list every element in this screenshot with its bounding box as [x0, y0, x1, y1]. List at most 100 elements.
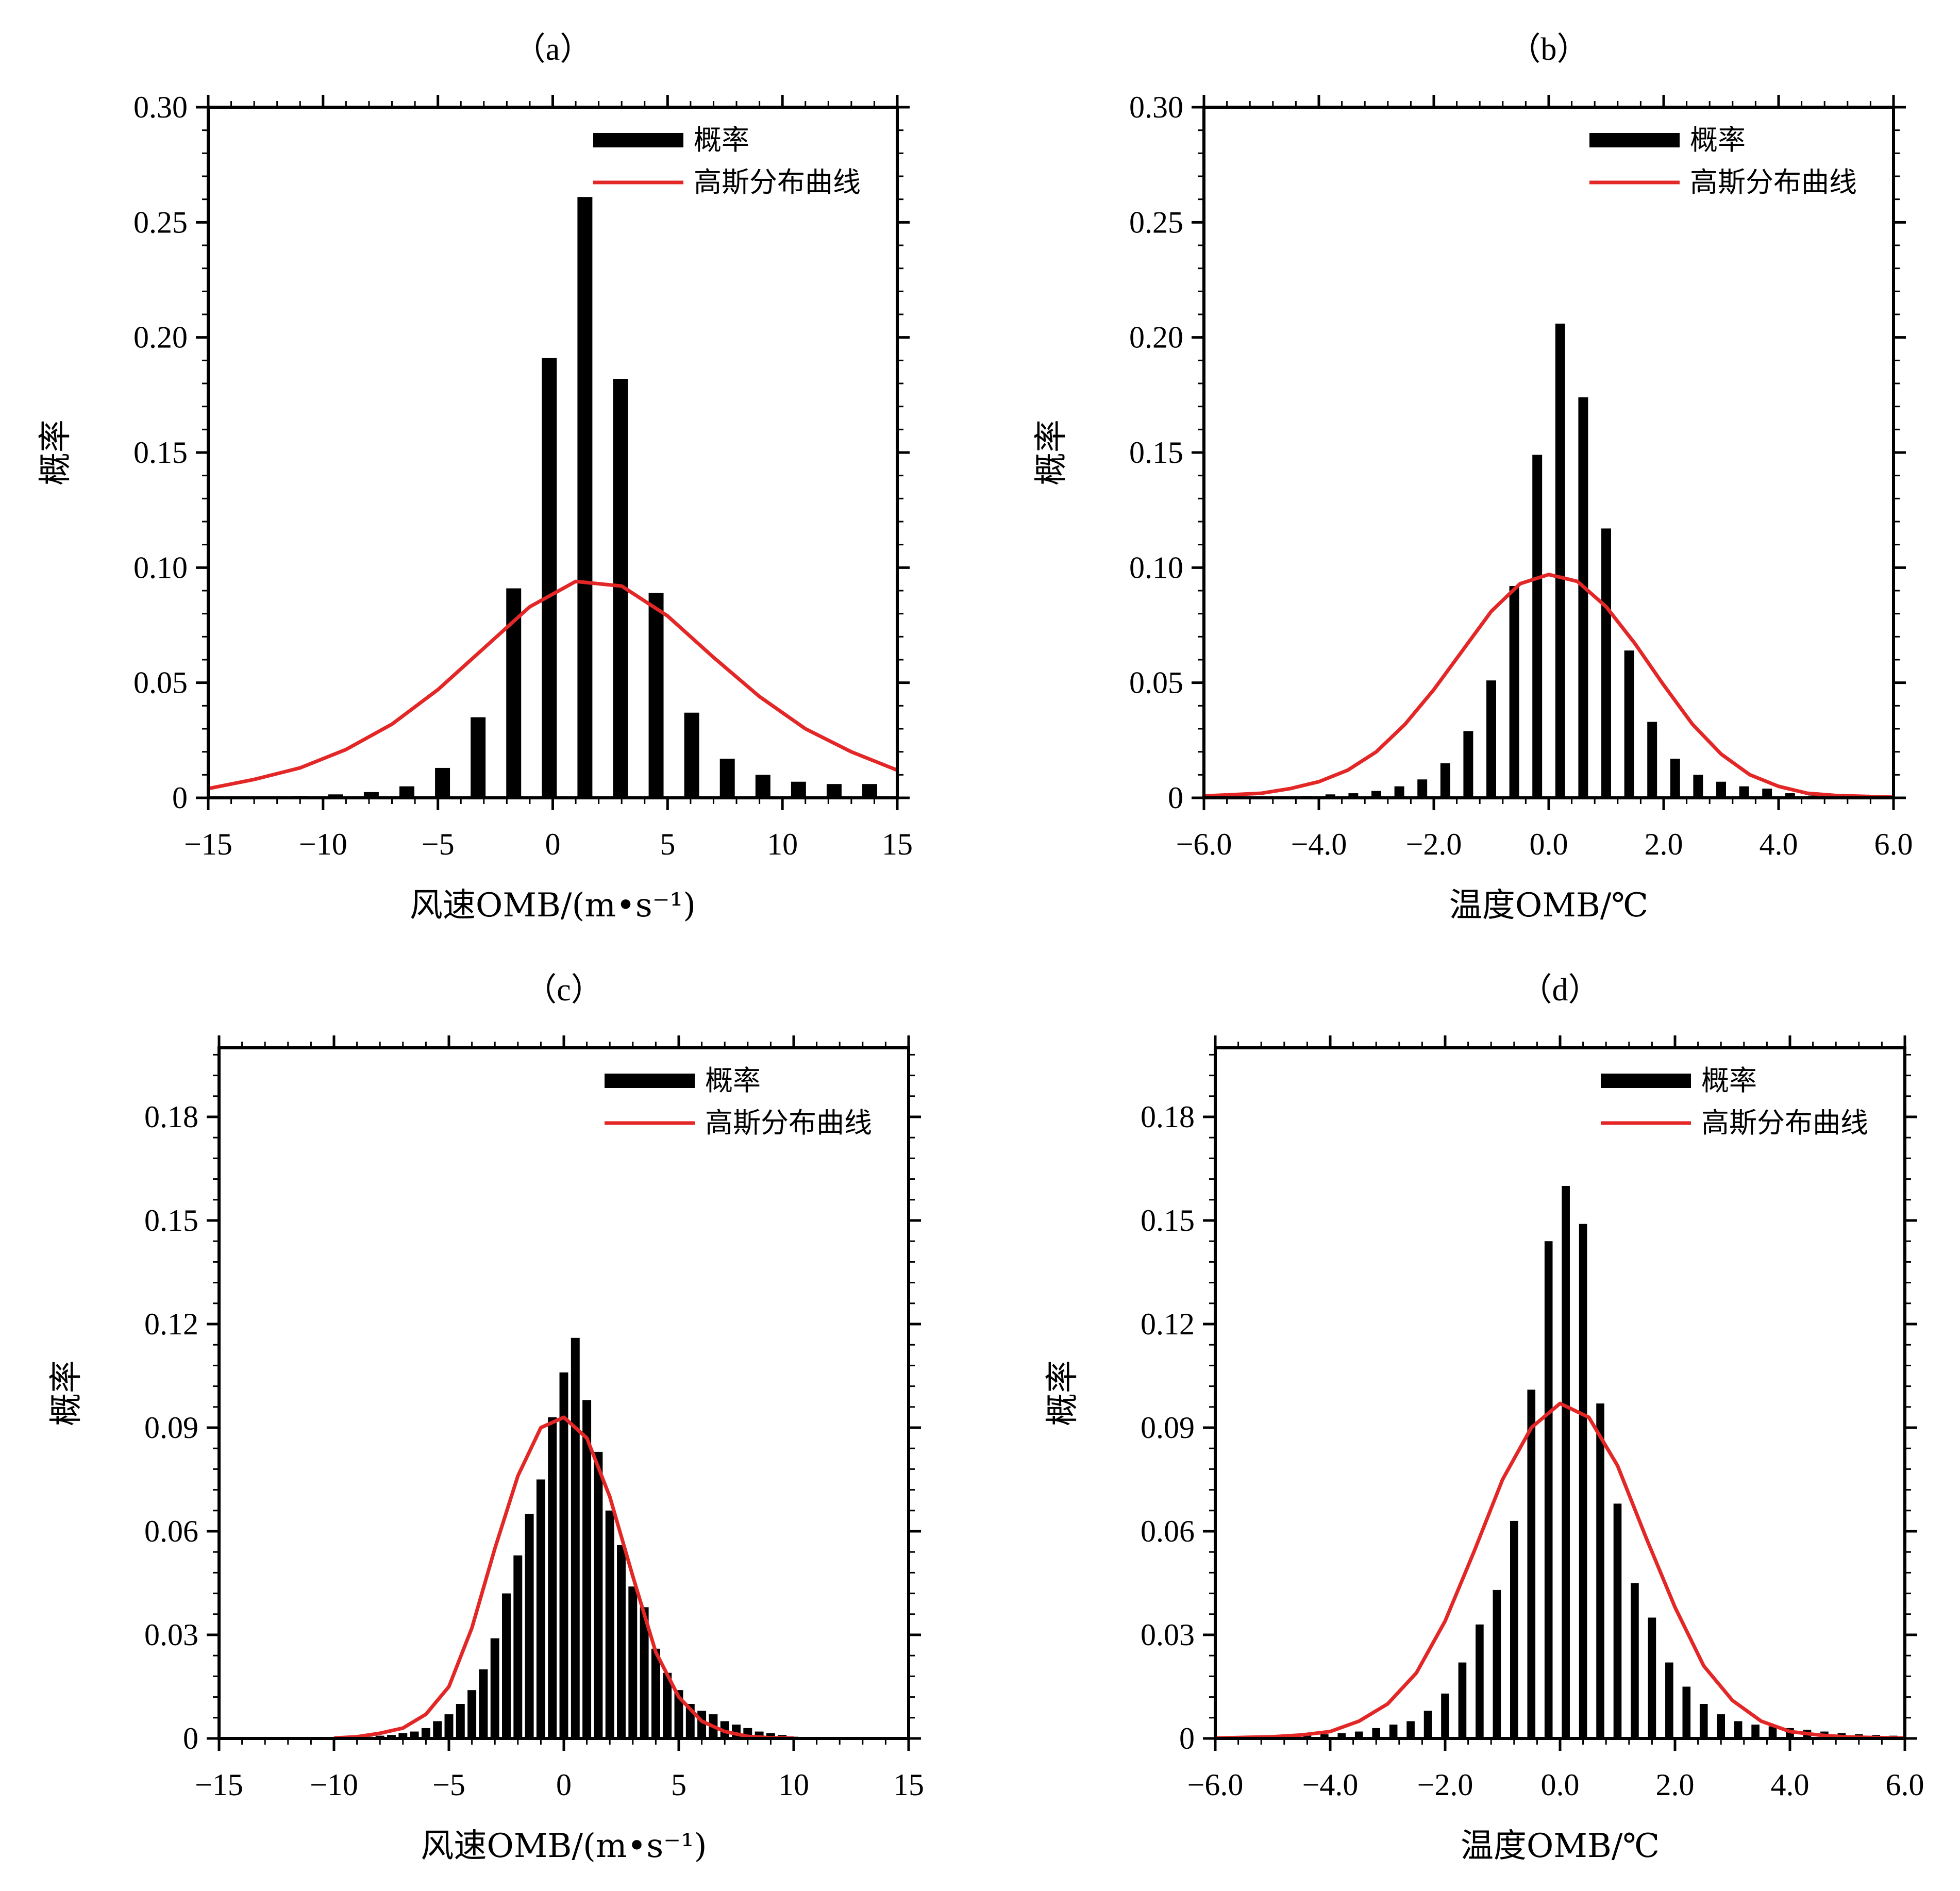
bar [398, 1733, 408, 1738]
chart-panel-0: （a） 0 0.05 0.10 0.15 0.20 0.25 0.30 −15 −10 −5 0 5 10… [37, 32, 913, 925]
x-tick-label: 6.0 [1874, 827, 1913, 861]
x-tick-label: −4.0 [1291, 827, 1347, 861]
x-tick-label: −4.0 [1302, 1768, 1359, 1802]
y-tick-label: 0.06 [1141, 1514, 1195, 1548]
bar [1417, 779, 1428, 798]
gaussian-curve-line [1204, 573, 1894, 798]
gaussian-curve-line [333, 1415, 794, 1738]
bar [1372, 1728, 1381, 1738]
y-tick-label: 0.12 [144, 1307, 198, 1341]
y-tick-label: 0.10 [133, 550, 188, 584]
bar [1768, 1726, 1777, 1738]
gaussian-curve-line [1215, 1401, 1905, 1738]
bar [1527, 1390, 1536, 1738]
y-tick-label: 0 [1168, 781, 1183, 815]
legend-label-curve: 高斯分布曲线 [1701, 1107, 1868, 1139]
y-tick-label: 0.12 [1141, 1307, 1195, 1341]
chart-panel-1: （b） 0 0.05 0.10 0.15 0.20 0.25 0.30 −6.0 −4.0 −2.0… [1032, 32, 1913, 925]
x-tick-label: 0.0 [1530, 827, 1568, 861]
bar [1762, 789, 1772, 798]
bar [525, 1514, 534, 1738]
bar [617, 1545, 626, 1738]
bar [559, 1372, 568, 1738]
y-axis-label: 概率 [37, 420, 75, 486]
bar [542, 358, 557, 798]
bar [479, 1669, 488, 1738]
bar [1578, 397, 1588, 798]
legend-label-bar: 概率 [1701, 1064, 1757, 1097]
bar [571, 1337, 580, 1738]
bar [467, 1690, 477, 1738]
bar [363, 792, 379, 798]
x-tick-label: 5 [671, 1768, 686, 1802]
bar-series [364, 1337, 798, 1738]
bar [577, 197, 593, 798]
legend-label-bar: 概率 [705, 1064, 761, 1097]
chart-panel-2: （c） 0 0.03 0.06 0.09 0.12 0.15 0.18 −15 −10 −5 0 5 10… [47, 973, 924, 1865]
y-tick-label: 0 [183, 1721, 198, 1755]
y-tick-label: 0.20 [1129, 321, 1183, 355]
x-axis-label: 温度OMB/℃ [1461, 1827, 1660, 1865]
bar [1394, 786, 1404, 798]
y-tick-label: 0.18 [1141, 1100, 1195, 1134]
bar [421, 1728, 430, 1738]
y-tick-label: 0 [172, 781, 188, 815]
x-axis-label: 温度OMB/℃ [1449, 886, 1648, 925]
y-tick-label: 0.10 [1129, 550, 1183, 584]
y-tick-label: 0.15 [144, 1203, 198, 1237]
y-axis-label: 概率 [47, 1360, 86, 1426]
x-tick-label: −2.0 [1406, 827, 1462, 861]
bar [410, 1731, 419, 1738]
bar [548, 1417, 557, 1738]
y-tick-label: 0.15 [1141, 1203, 1195, 1237]
bar [1734, 1721, 1743, 1738]
bar [1562, 1186, 1570, 1738]
bar [605, 1510, 614, 1738]
y-tick-label: 0.06 [144, 1514, 198, 1548]
legend-label-curve: 高斯分布曲线 [694, 166, 861, 198]
bar [1613, 1503, 1622, 1738]
bar [471, 717, 486, 798]
x-tick-label: 15 [893, 1768, 924, 1802]
bar [1493, 1589, 1501, 1738]
y-tick-label: 0.03 [1141, 1618, 1195, 1652]
bar [1371, 791, 1381, 798]
y-tick-label: 0.03 [144, 1618, 198, 1652]
bar [399, 786, 414, 798]
x-tick-label: 5 [660, 827, 675, 861]
panel-title: （c） [525, 973, 603, 1008]
bar [674, 1690, 683, 1738]
panel-title: （a） [514, 32, 592, 67]
panel-title: （b） [1509, 32, 1588, 67]
x-tick-label: 4.0 [1760, 827, 1798, 861]
bar [1631, 1583, 1639, 1738]
x-tick-label: 0 [556, 1768, 572, 1802]
bar [1440, 763, 1450, 798]
bar [1486, 680, 1496, 798]
chart-panel-3: （d） 0 0.03 0.06 0.09 0.12 0.15 0.18 −6.0 −4.0 −2.0… [1044, 973, 1924, 1865]
bar [1463, 731, 1473, 798]
bar [1325, 794, 1335, 798]
legend-label-bar: 概率 [1690, 124, 1746, 156]
x-tick-label: −10 [299, 827, 347, 861]
bar [1579, 1224, 1587, 1738]
bar [1510, 1520, 1518, 1738]
bar [456, 1704, 465, 1738]
x-tick-label: 0 [545, 827, 561, 861]
y-tick-label: 0.15 [1129, 436, 1183, 470]
bar [628, 1586, 638, 1738]
y-tick-label: 0.09 [1141, 1411, 1195, 1445]
bar-series [1234, 1186, 1898, 1738]
bar [1509, 586, 1519, 798]
legend-label-curve: 高斯分布曲线 [705, 1107, 872, 1139]
bar [755, 775, 770, 798]
x-tick-label: −2.0 [1417, 1768, 1473, 1802]
x-tick-label: −15 [195, 1768, 243, 1802]
bar [1348, 793, 1359, 798]
legend-label-curve: 高斯分布曲线 [1690, 166, 1857, 198]
bar [387, 1735, 396, 1738]
bar [862, 784, 878, 798]
y-tick-label: 0.05 [1129, 666, 1183, 700]
bar [791, 781, 806, 798]
bar [651, 1648, 660, 1738]
